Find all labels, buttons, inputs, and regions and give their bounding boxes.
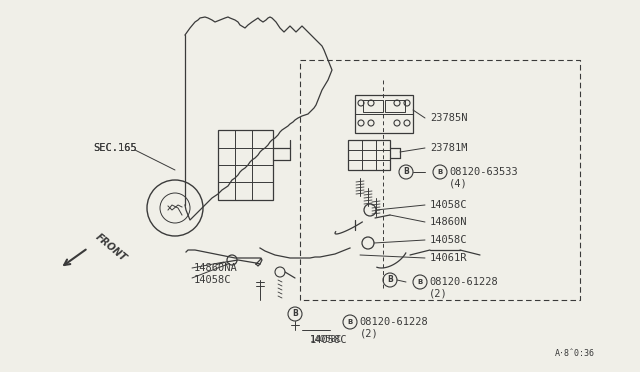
Text: FRONT: FRONT: [94, 232, 129, 264]
Text: 08120-63533: 08120-63533: [449, 167, 518, 177]
Bar: [355, 95, 413, 133]
Text: B: B: [292, 310, 298, 318]
Text: B: B: [437, 169, 443, 175]
Text: A·8ˆ0:36: A·8ˆ0:36: [555, 349, 595, 358]
Text: 14058C: 14058C: [310, 336, 342, 344]
Bar: [363, 100, 383, 112]
Bar: [218, 130, 273, 200]
Text: 14058C: 14058C: [430, 200, 467, 210]
Bar: [348, 140, 390, 170]
Text: SEC.165: SEC.165: [93, 143, 137, 153]
Text: (2): (2): [360, 329, 379, 339]
Bar: [385, 100, 405, 112]
Text: (4): (4): [449, 179, 468, 189]
Text: 08120-61228: 08120-61228: [359, 317, 428, 327]
Text: 23785N: 23785N: [430, 113, 467, 123]
Text: 14860NA: 14860NA: [194, 263, 237, 273]
Text: 14058C: 14058C: [194, 275, 232, 285]
Text: 08120-61228: 08120-61228: [429, 277, 498, 287]
Text: (2): (2): [429, 289, 448, 299]
Text: B: B: [403, 167, 409, 176]
Text: B: B: [348, 319, 353, 325]
Text: 14061R: 14061R: [430, 253, 467, 263]
Text: 14860N: 14860N: [430, 217, 467, 227]
Text: 14058C: 14058C: [430, 235, 467, 245]
Text: 23781M: 23781M: [430, 143, 467, 153]
Text: 14058C: 14058C: [310, 335, 348, 345]
Text: B: B: [417, 279, 422, 285]
Text: SEC.165: SEC.165: [93, 143, 137, 153]
Text: B: B: [387, 276, 393, 285]
